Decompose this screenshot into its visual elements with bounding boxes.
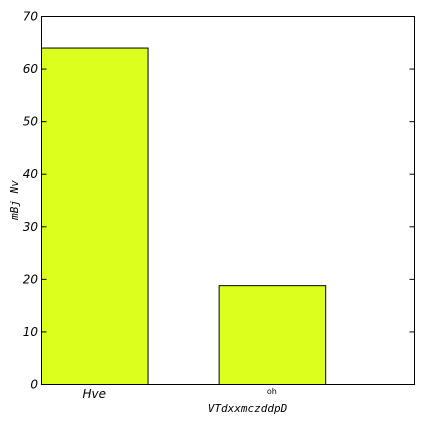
x-tick-label: Hve — [83, 387, 107, 401]
y-tick-label: 10 — [23, 325, 39, 339]
y-tick-label: 20 — [23, 272, 39, 286]
y-tick-label: 40 — [23, 167, 39, 181]
bars-layer — [41, 47, 327, 386]
x-axis-title: VTdxxmczddpD — [208, 402, 288, 415]
y-axis-title: mBj Nv — [8, 180, 21, 221]
plot-frame — [41, 16, 415, 385]
y-tick-label: 50 — [23, 115, 39, 129]
x-axis: Hve oh — [83, 387, 277, 401]
y-tick-label: 60 — [23, 62, 39, 76]
y-tick-label: 30 — [23, 220, 39, 234]
y-axis: 0 10 20 30 40 50 60 70 — [23, 10, 415, 392]
bar-oh — [218, 285, 327, 385]
bar-hve — [41, 47, 149, 386]
x-tick-label: oh — [267, 387, 277, 396]
y-tick-label: 70 — [23, 10, 39, 24]
y-tick-label: 0 — [30, 378, 38, 392]
